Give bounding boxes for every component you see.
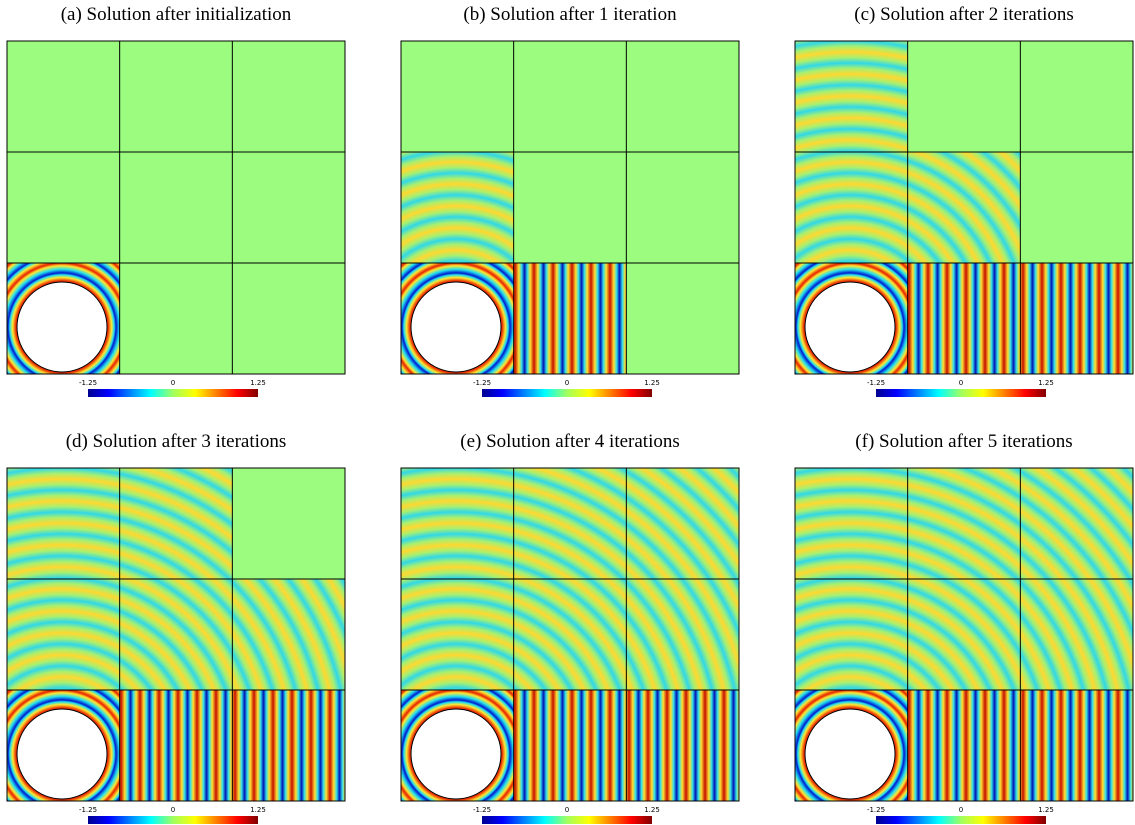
obstacle xyxy=(804,281,896,373)
panel-plot xyxy=(794,40,1134,375)
subdomain xyxy=(1020,41,1133,152)
colorbar-tick-label: 0 xyxy=(565,379,569,387)
colorbar-tick-label: 1.25 xyxy=(250,806,266,814)
plot-frame xyxy=(794,467,1134,802)
panel-plot xyxy=(6,40,346,375)
colorbar-tick-label: -1.25 xyxy=(473,379,491,387)
subdomain xyxy=(513,152,627,263)
subdomain xyxy=(795,468,908,579)
subdomain xyxy=(232,579,345,690)
colorbar xyxy=(88,816,258,824)
colorbar-tick-label: -1.25 xyxy=(79,379,97,387)
subdomain xyxy=(119,263,233,374)
subdomain xyxy=(907,41,1021,152)
colorbar-tick-label: -1.25 xyxy=(867,806,885,814)
colorbar xyxy=(482,816,652,824)
colorbar xyxy=(482,389,652,397)
colorbar-tick-label: -1.25 xyxy=(79,806,97,814)
subdomain xyxy=(232,468,345,579)
subdomain xyxy=(119,579,233,690)
subdomain xyxy=(7,152,120,263)
panel-plot xyxy=(6,467,346,802)
colorbar-tick-label: 0 xyxy=(171,379,175,387)
panel-plot xyxy=(400,40,740,375)
subdomain xyxy=(232,152,345,263)
panel-caption: (e) Solution after 4 iterations xyxy=(460,431,680,452)
subdomain xyxy=(7,41,120,152)
colorbar-tick-label: 0 xyxy=(959,806,963,814)
subdomain xyxy=(907,690,1021,801)
colorbar-tick-label: 1.25 xyxy=(644,806,660,814)
plot-frame xyxy=(400,40,740,375)
panel-caption: (b) Solution after 1 iteration xyxy=(463,4,677,25)
subdomain xyxy=(626,152,739,263)
subdomain xyxy=(401,579,514,690)
colorbar xyxy=(88,389,258,397)
colorbar-tick-label: -1.25 xyxy=(867,379,885,387)
obstacle xyxy=(410,281,502,373)
subdomain xyxy=(1020,468,1133,579)
plot-frame xyxy=(6,467,346,802)
subdomain xyxy=(626,579,739,690)
subdomain xyxy=(626,263,739,374)
panel-caption: (a) Solution after initialization xyxy=(61,4,292,25)
subdomain xyxy=(7,468,120,579)
subdomain xyxy=(119,468,233,579)
subdomain xyxy=(907,263,1021,374)
subdomain xyxy=(1020,263,1133,374)
subdomain xyxy=(513,579,627,690)
subdomain xyxy=(626,41,739,152)
subdomain xyxy=(232,41,345,152)
subdomain xyxy=(7,579,120,690)
colorbar-tick-label: -1.25 xyxy=(473,806,491,814)
subdomain xyxy=(907,579,1021,690)
subdomain xyxy=(513,263,627,374)
subdomain xyxy=(795,41,908,152)
colorbar-tick-label: 0 xyxy=(171,806,175,814)
colorbar xyxy=(876,389,1046,397)
colorbar-tick-label: 1.25 xyxy=(644,379,660,387)
subdomain xyxy=(1020,690,1133,801)
subdomain xyxy=(119,41,233,152)
subdomain xyxy=(1020,152,1133,263)
colorbar-tick-label: 0 xyxy=(565,806,569,814)
panel-plot xyxy=(794,467,1134,802)
colorbar-tick-label: 1.25 xyxy=(250,379,266,387)
colorbar-tick-label: 1.25 xyxy=(1038,379,1054,387)
panel-plot xyxy=(400,467,740,802)
panel-caption: (c) Solution after 2 iterations xyxy=(854,4,1074,25)
panel-caption: (d) Solution after 3 iterations xyxy=(66,431,287,452)
obstacle xyxy=(16,281,108,373)
colorbar-tick-label: 0 xyxy=(959,379,963,387)
subdomain xyxy=(907,468,1021,579)
subdomain xyxy=(401,152,514,263)
subdomain xyxy=(626,690,739,801)
subdomain xyxy=(513,41,627,152)
subdomain xyxy=(626,468,739,579)
obstacle xyxy=(410,708,502,800)
subdomain xyxy=(119,152,233,263)
colorbar xyxy=(876,816,1046,824)
subdomain xyxy=(907,152,1021,263)
subdomain xyxy=(513,690,627,801)
panel-caption: (f) Solution after 5 iterations xyxy=(855,431,1072,452)
subdomain xyxy=(1020,579,1133,690)
obstacle xyxy=(16,708,108,800)
plot-frame xyxy=(400,467,740,802)
obstacle xyxy=(804,708,896,800)
subdomain xyxy=(795,579,908,690)
subdomain xyxy=(795,152,908,263)
subdomain xyxy=(119,690,233,801)
plot-frame xyxy=(6,40,346,375)
subdomain xyxy=(401,41,514,152)
plot-frame xyxy=(794,40,1134,375)
subdomain xyxy=(232,263,345,374)
colorbar-tick-label: 1.25 xyxy=(1038,806,1054,814)
subdomain xyxy=(513,468,627,579)
subdomain xyxy=(401,468,514,579)
subdomain xyxy=(232,690,345,801)
